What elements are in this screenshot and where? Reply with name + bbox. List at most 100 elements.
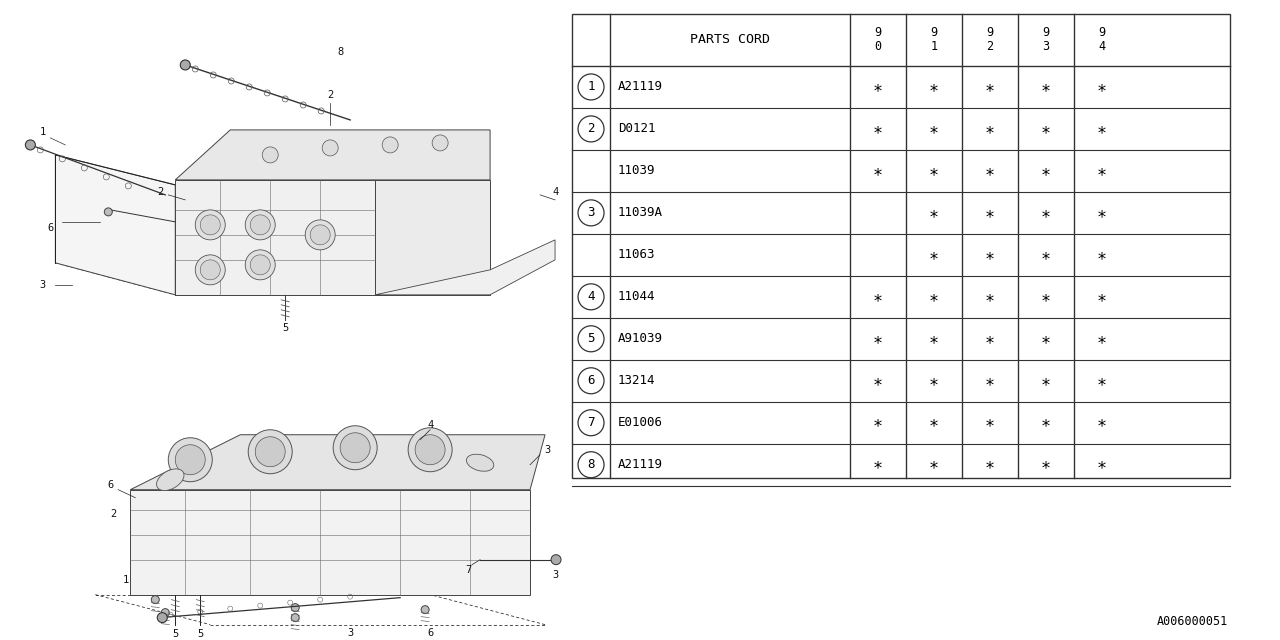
Text: ∗: ∗	[1041, 456, 1051, 474]
Text: 9
2: 9 2	[986, 26, 993, 54]
Text: ∗: ∗	[929, 413, 938, 432]
Polygon shape	[175, 180, 375, 295]
Text: ∗: ∗	[1041, 372, 1051, 390]
Text: ∗: ∗	[1097, 288, 1107, 306]
Circle shape	[157, 612, 168, 623]
Text: ∗: ∗	[1041, 120, 1051, 138]
Text: 13214: 13214	[618, 374, 655, 387]
Text: ∗: ∗	[1097, 456, 1107, 474]
Text: ∗: ∗	[984, 288, 995, 306]
Text: D0121: D0121	[618, 122, 655, 136]
Text: ∗: ∗	[1097, 330, 1107, 348]
Text: 8: 8	[337, 47, 343, 57]
Polygon shape	[131, 435, 545, 490]
Circle shape	[579, 116, 604, 142]
Text: ∗: ∗	[929, 162, 938, 180]
Text: 3: 3	[347, 628, 353, 637]
Circle shape	[323, 140, 338, 156]
Circle shape	[250, 255, 270, 275]
Polygon shape	[375, 240, 556, 295]
Text: ∗: ∗	[984, 204, 995, 222]
Text: 3: 3	[544, 445, 550, 455]
Text: 9
3: 9 3	[1042, 26, 1050, 54]
Text: ∗: ∗	[1097, 246, 1107, 264]
Circle shape	[175, 445, 205, 475]
Text: 11039: 11039	[618, 164, 655, 177]
Circle shape	[246, 210, 275, 240]
Text: 5: 5	[282, 323, 288, 333]
Text: 6: 6	[108, 480, 114, 490]
Text: ∗: ∗	[1041, 330, 1051, 348]
Polygon shape	[55, 155, 175, 295]
Ellipse shape	[466, 454, 494, 471]
Text: ∗: ∗	[1041, 413, 1051, 432]
Ellipse shape	[156, 469, 184, 490]
Text: ∗: ∗	[929, 204, 938, 222]
Circle shape	[248, 429, 292, 474]
Text: ∗: ∗	[1041, 246, 1051, 264]
Text: ∗: ∗	[873, 78, 883, 96]
Text: ∗: ∗	[1097, 204, 1107, 222]
Text: A21119: A21119	[618, 81, 663, 93]
Text: A91039: A91039	[618, 332, 663, 346]
Circle shape	[408, 428, 452, 472]
Circle shape	[383, 137, 398, 153]
Text: 4: 4	[428, 420, 433, 429]
Text: 7: 7	[588, 416, 595, 429]
Text: ∗: ∗	[984, 246, 995, 264]
Circle shape	[161, 609, 169, 616]
Text: A21119: A21119	[618, 458, 663, 471]
Text: ∗: ∗	[873, 330, 883, 348]
Text: 6: 6	[588, 374, 595, 387]
Text: ∗: ∗	[984, 78, 995, 96]
Circle shape	[250, 215, 270, 235]
Text: ∗: ∗	[873, 413, 883, 432]
Text: ∗: ∗	[929, 246, 938, 264]
Circle shape	[151, 596, 159, 604]
Text: ∗: ∗	[873, 162, 883, 180]
Circle shape	[552, 555, 561, 564]
Circle shape	[305, 220, 335, 250]
Circle shape	[292, 614, 300, 621]
Text: 6: 6	[47, 223, 54, 233]
Text: 1: 1	[123, 575, 129, 585]
Text: ∗: ∗	[984, 413, 995, 432]
Text: ∗: ∗	[984, 330, 995, 348]
Text: ∗: ∗	[873, 372, 883, 390]
Text: ∗: ∗	[1041, 204, 1051, 222]
Text: 2: 2	[110, 509, 116, 518]
Circle shape	[168, 438, 212, 482]
Circle shape	[333, 426, 378, 470]
Text: ∗: ∗	[873, 288, 883, 306]
Circle shape	[200, 260, 220, 280]
Text: ∗: ∗	[929, 78, 938, 96]
Text: 9
0: 9 0	[874, 26, 882, 54]
Circle shape	[579, 74, 604, 100]
Text: 7: 7	[465, 564, 471, 575]
Circle shape	[262, 147, 278, 163]
Text: ∗: ∗	[1041, 288, 1051, 306]
Text: A006000051: A006000051	[1156, 614, 1228, 628]
Circle shape	[104, 208, 113, 216]
Text: ∗: ∗	[873, 456, 883, 474]
Circle shape	[579, 326, 604, 352]
Text: 11063: 11063	[618, 248, 655, 261]
Text: 2: 2	[588, 122, 595, 136]
Text: 8: 8	[588, 458, 595, 471]
Circle shape	[579, 368, 604, 394]
Text: 3: 3	[40, 280, 46, 290]
Text: 5: 5	[588, 332, 595, 346]
Text: ∗: ∗	[929, 120, 938, 138]
Text: 6: 6	[428, 628, 433, 637]
Circle shape	[292, 604, 300, 612]
Text: 5: 5	[197, 628, 204, 639]
Circle shape	[340, 433, 370, 463]
Text: ∗: ∗	[1097, 372, 1107, 390]
Text: 11044: 11044	[618, 291, 655, 303]
Circle shape	[196, 255, 225, 285]
Text: ∗: ∗	[929, 330, 938, 348]
Text: E01006: E01006	[618, 416, 663, 429]
Text: 9
4: 9 4	[1098, 26, 1106, 54]
Polygon shape	[375, 180, 490, 295]
Text: ∗: ∗	[1097, 78, 1107, 96]
